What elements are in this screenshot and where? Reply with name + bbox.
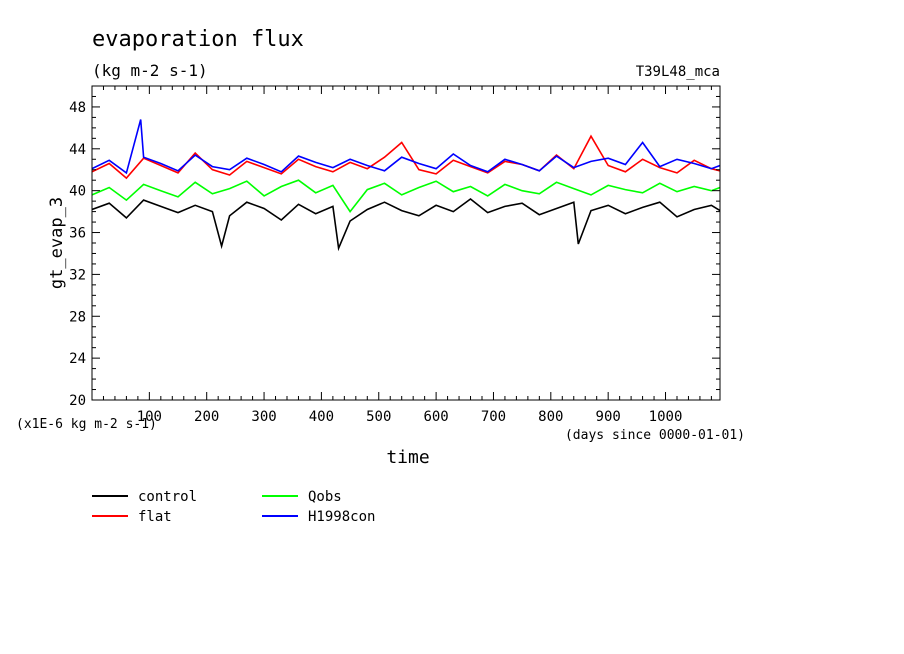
y-tick-label: 28 [69, 309, 86, 325]
y-axis-ticks: 20 24 28 32 36 40 44 48 [69, 95, 720, 409]
legend-label-h1998con: H1998con [308, 509, 375, 525]
legend-label-qobs: Qobs [308, 489, 342, 505]
y-tick-label: 24 [69, 351, 86, 367]
chart-title: evaporation flux [92, 27, 304, 52]
y-tick-label: 20 [69, 393, 86, 409]
legend-label-control: control [138, 489, 197, 505]
x-axis-label: time [386, 447, 429, 468]
x-tick-label: 700 [481, 409, 506, 425]
x-tick-label: 1000 [649, 409, 683, 425]
y-tick-label: 40 [69, 184, 86, 200]
x-tick-label: 200 [194, 409, 219, 425]
x-tick-label: 300 [251, 409, 276, 425]
x-tick-label: 900 [596, 409, 621, 425]
y-tick-label: 44 [69, 142, 86, 158]
x-tick-label: 400 [309, 409, 334, 425]
plot-frame [91, 85, 721, 401]
series-line-h1998con [92, 119, 720, 175]
y-axis-label: gt_evap_3 [47, 197, 67, 289]
x-units-note: (days since 0000-01-01) [565, 428, 745, 443]
y-tick-label: 32 [69, 267, 86, 283]
series-layer [92, 119, 720, 252]
x-tick-label: 100 [137, 409, 162, 425]
x-axis-ticks: 100 200 300 400 500 600 700 800 900 1000 [102, 86, 712, 425]
x-tick-label: 800 [538, 409, 563, 425]
series-line-qobs [92, 179, 720, 213]
y-tick-label: 36 [69, 226, 86, 242]
run-label: T39L48_mca [636, 64, 720, 80]
x-tick-label: 600 [423, 409, 448, 425]
legend: control flat Qobs H1998con [92, 489, 375, 525]
series-line-control [92, 197, 720, 252]
legend-label-flat: flat [138, 509, 172, 525]
chart-subtitle: (kg m-2 s-1) [92, 61, 208, 80]
series-line-flat [92, 134, 720, 180]
y-scale-note: (x1E-6 kg m-2 s-1) [16, 417, 157, 432]
y-tick-label: 48 [69, 100, 86, 116]
x-tick-label: 500 [366, 409, 391, 425]
plot-area: 100 200 300 400 500 600 700 800 900 1000 20 24 28 32… [69, 85, 721, 425]
